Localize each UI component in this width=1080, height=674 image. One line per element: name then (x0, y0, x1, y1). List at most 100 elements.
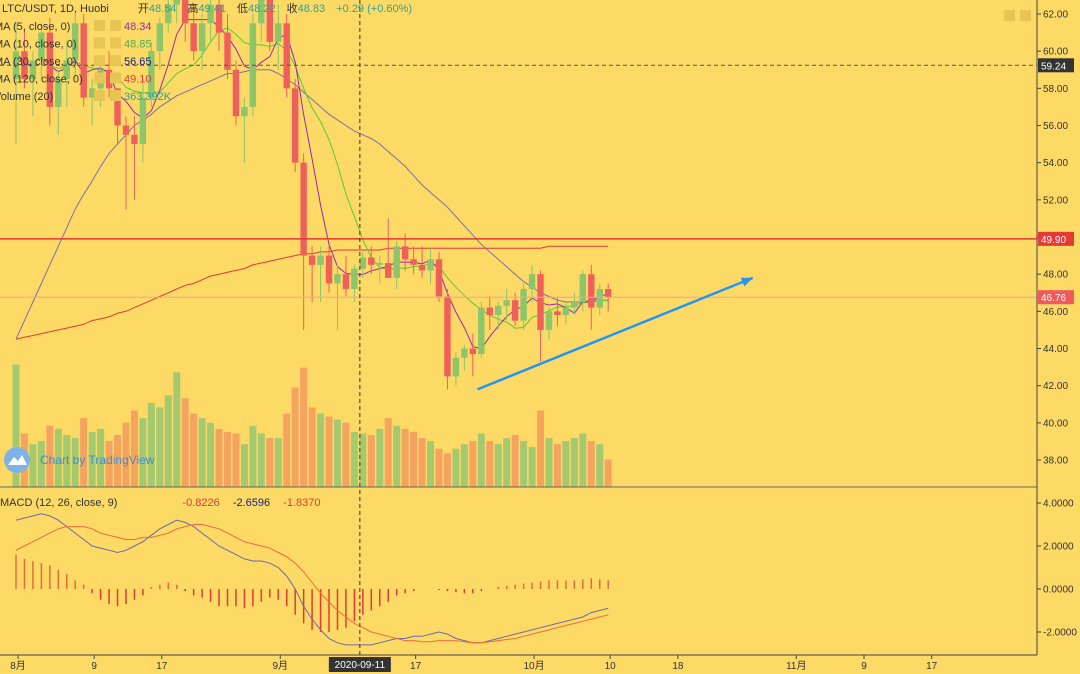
volume-bar (393, 425, 401, 487)
indicator-legend-label: MA (10, close, 0) (0, 39, 77, 51)
candle-body (461, 348, 468, 358)
candle-body (232, 69, 240, 117)
macd-signal-value: -1.8370 (283, 497, 320, 509)
price-tick-label: 48.00 (1043, 270, 1068, 281)
cloud-icon (8, 455, 27, 465)
indicator-settings-button[interactable] (94, 90, 105, 101)
candle-body (554, 311, 561, 316)
price-tick-label: 42.00 (1043, 381, 1068, 392)
indicator-close-button[interactable] (110, 55, 121, 66)
candle-body (342, 274, 350, 290)
volume-bar (317, 413, 325, 487)
volume-bar (333, 419, 341, 487)
low-label: 低 (237, 2, 248, 15)
volume-bar (300, 367, 308, 487)
candle-body (275, 23, 282, 42)
candle-body (376, 263, 383, 265)
open-label: 开 (138, 3, 149, 15)
volume-bar (401, 428, 409, 487)
indicator-close-button[interactable] (110, 72, 121, 84)
volume-bar (384, 418, 392, 487)
candle-body (528, 274, 536, 290)
indicator-close-button[interactable] (110, 20, 121, 31)
red-level-tag (1038, 231, 1074, 246)
scroll-left-button[interactable] (1004, 10, 1015, 21)
scroll-controls[interactable] (1004, 10, 1031, 21)
volume-bar (291, 387, 299, 487)
volume-bar (29, 444, 37, 487)
time-tick-label: 17 (156, 661, 168, 672)
time-tick-label: 10 (605, 661, 617, 672)
candle-body (72, 23, 79, 61)
candle-body (114, 88, 121, 126)
candle-body (478, 307, 485, 355)
volume-bar (114, 434, 122, 487)
candle-body (435, 259, 443, 297)
volume-bar (283, 413, 291, 487)
volume-bar (494, 444, 502, 487)
volume-bar (486, 441, 494, 487)
close-value: 48.83 (298, 3, 326, 15)
price-tick-label: 46.00 (1043, 307, 1068, 318)
macd-tick-label: 4.0000 (1043, 499, 1074, 510)
candle-body (308, 255, 316, 265)
volume-bar (130, 410, 138, 487)
volume-bar (249, 425, 257, 487)
macd-name: MACD (12, 26, close, 9) (0, 497, 117, 509)
scroll-right-button[interactable] (1020, 10, 1031, 21)
volume-bar (147, 402, 155, 487)
candle-body (596, 289, 603, 308)
indicator-close-button[interactable] (110, 37, 121, 49)
volume-bar (37, 441, 45, 487)
candle-body (317, 255, 324, 265)
volume-bar (173, 372, 181, 487)
trendline-arrow[interactable] (476, 276, 754, 391)
crosshair-date-tag (328, 657, 391, 672)
indicator-settings-button[interactable] (94, 55, 105, 66)
volume-bar (215, 428, 223, 487)
volume-bar (553, 444, 561, 487)
volume-bar (469, 441, 477, 487)
indicator-settings-button[interactable] (94, 20, 105, 31)
ma5-line (15, 19, 609, 350)
indicator-close-button[interactable] (110, 90, 121, 101)
indicator-settings-button[interactable] (94, 72, 105, 84)
volume-bar (376, 428, 384, 487)
time-tick-label: 8月 (10, 660, 26, 672)
candle-body (359, 257, 367, 269)
indicator-legend-value: 363.392K (124, 91, 172, 103)
indicator-settings-button[interactable] (94, 37, 105, 49)
macd-tick-label: 2.0000 (1043, 542, 1074, 553)
volume-bar (224, 431, 231, 487)
candle-body (190, 23, 197, 52)
price-tick-label: 40.00 (1043, 418, 1068, 429)
candle-body (503, 300, 510, 306)
candle-body (545, 311, 553, 330)
time-tick-label: 18 (672, 661, 684, 672)
time-tick-label: 11月 (786, 660, 806, 672)
macd-tick-label: -2.0000 (1043, 628, 1077, 639)
volume-bar (587, 441, 595, 487)
candle-body (148, 51, 155, 98)
macd-hist-value: -0.8226 (182, 497, 219, 509)
volume-bar (181, 398, 189, 487)
indicator-legend-value: 48.85 (124, 39, 152, 51)
dashed-level-tag-label: 59.24 (1041, 61, 1066, 72)
candle-body (410, 259, 417, 265)
candle-body (469, 348, 477, 355)
candle-body (173, 0, 180, 5)
tradingview-watermark[interactable]: Chart by TradingView (4, 447, 155, 473)
volume-bar (443, 453, 451, 487)
volume-bar (570, 438, 578, 487)
arrow-head-icon (740, 277, 753, 287)
volume-bar (80, 418, 88, 487)
crosshair-date-label: 2020-09-11 (335, 660, 386, 671)
candle-body (224, 32, 231, 70)
time-tick-label: 10月 (523, 660, 544, 672)
time-tick-label: 9 (861, 661, 867, 672)
volume-bar (503, 438, 511, 487)
time-tick-label: 9月 (272, 660, 288, 672)
volume-bar (545, 438, 553, 487)
